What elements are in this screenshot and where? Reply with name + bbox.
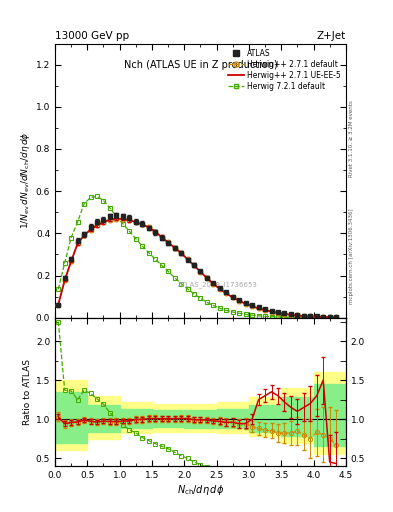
Text: Nch (ATLAS UE in Z production): Nch (ATLAS UE in Z production) — [123, 60, 277, 70]
X-axis label: $N_{\rm ch}/d\eta\,d\phi$: $N_{\rm ch}/d\eta\,d\phi$ — [177, 482, 224, 497]
Text: Rivet 3.1.10, ≥ 3.2M events: Rivet 3.1.10, ≥ 3.2M events — [349, 100, 354, 177]
Text: 13000 GeV pp: 13000 GeV pp — [55, 31, 129, 41]
Text: mcplots.cern.ch [arXiv:1306.3436]: mcplots.cern.ch [arXiv:1306.3436] — [349, 208, 354, 304]
Y-axis label: $1/N_{\rm ev}\,dN_{\rm ev}/dN_{\rm ch}/d\eta\,d\phi$: $1/N_{\rm ev}\,dN_{\rm ev}/dN_{\rm ch}/d… — [18, 132, 31, 229]
Text: Z+Jet: Z+Jet — [317, 31, 346, 41]
Legend: ATLAS, Herwig++ 2.7.1 default, Herwig++ 2.7.1 UE-EE-5, Herwig 7.2.1 default: ATLAS, Herwig++ 2.7.1 default, Herwig++ … — [227, 47, 342, 92]
Y-axis label: Ratio to ATLAS: Ratio to ATLAS — [23, 359, 31, 425]
Text: ATLAS_2019_I1736653: ATLAS_2019_I1736653 — [178, 282, 258, 288]
